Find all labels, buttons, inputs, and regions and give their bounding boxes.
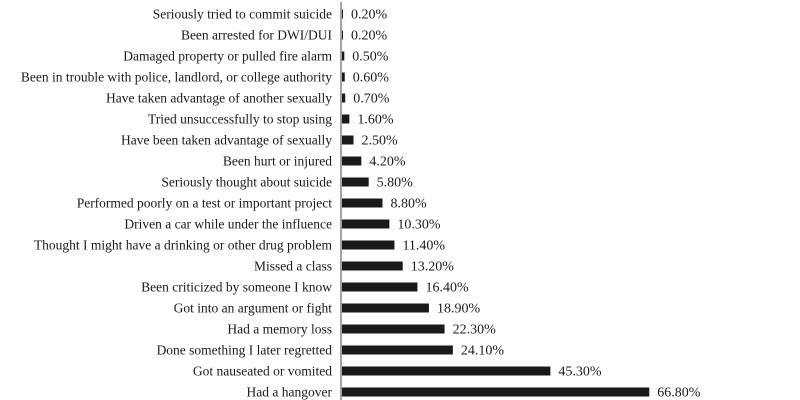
value-label: 11.40% [402, 239, 445, 254]
value-label: 45.30% [558, 365, 602, 380]
value-label: 66.80% [657, 386, 701, 400]
category-label: Been in trouble with police, landlord, o… [21, 70, 332, 85]
value-label: 0.60% [353, 71, 390, 86]
value-label: 5.80% [377, 176, 414, 191]
bar [342, 156, 362, 166]
bar [342, 72, 345, 82]
value-label: 22.30% [453, 323, 497, 338]
value-label: 0.20% [351, 29, 388, 44]
category-label: Have taken advantage of another sexually [106, 91, 332, 106]
category-label: Missed a class [254, 259, 332, 274]
category-label: Driven a car while under the influence [124, 217, 332, 232]
value-label: 1.60% [357, 113, 394, 128]
bar [342, 282, 418, 292]
value-label: 4.20% [369, 155, 406, 170]
bar [342, 366, 551, 376]
category-label: Performed poorly on a test or important … [77, 196, 333, 211]
category-label: Got nauseated or vomited [193, 364, 332, 379]
value-label: 0.70% [353, 92, 390, 107]
category-label: Been hurt or injured [223, 154, 332, 169]
bar [342, 219, 390, 229]
category-label: Thought I might have a drinking or other… [34, 238, 333, 253]
category-label: Done something I later regretted [157, 343, 333, 358]
category-label: Had a hangover [247, 385, 333, 400]
bar [342, 135, 354, 145]
category-label: Been arrested for DWI/DUI [181, 28, 333, 43]
bar [342, 9, 343, 19]
category-label: Tried unsuccessfully to stop using [148, 112, 332, 127]
category-label: Got into an argument or fight [174, 301, 333, 316]
value-label: 0.20% [351, 8, 388, 23]
value-label: 13.20% [411, 260, 455, 275]
category-label: Damaged property or pulled fire alarm [123, 49, 332, 64]
value-label: 18.90% [437, 302, 481, 317]
bar [342, 261, 403, 271]
bar [342, 93, 346, 103]
category-label: Have been taken advantage of sexually [121, 133, 332, 148]
value-label: 0.50% [352, 50, 389, 65]
bars-group: Seriously tried to commit suicide 0.20% Be… [21, 7, 701, 400]
value-label: 10.30% [397, 218, 441, 233]
category-label: Been criticized by someone I know [141, 280, 332, 295]
bar [342, 51, 345, 61]
bar [342, 345, 453, 355]
value-label: 24.10% [461, 344, 505, 359]
bar [342, 240, 395, 250]
value-label: 16.40% [425, 281, 469, 296]
bar [342, 303, 429, 313]
category-label: Seriously tried to commit suicide [153, 7, 332, 22]
bar [342, 324, 445, 334]
value-label: 8.80% [390, 197, 427, 212]
category-label: Had a memory loss [227, 322, 332, 337]
bar [342, 114, 350, 124]
bar [342, 387, 650, 397]
bar [342, 177, 369, 187]
bar [342, 30, 343, 40]
category-label: Seriously thought about suicide [161, 175, 332, 190]
value-label: 2.50% [362, 134, 399, 149]
bar [342, 198, 383, 208]
